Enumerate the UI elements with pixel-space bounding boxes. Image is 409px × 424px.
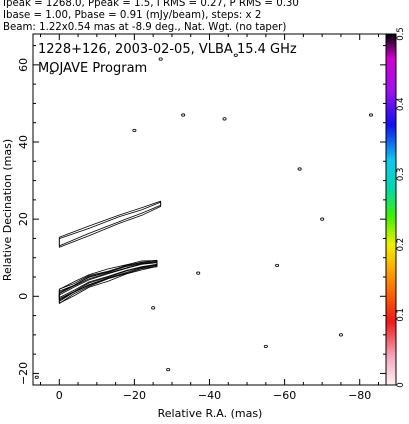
x-tick-label: −20	[123, 389, 146, 402]
jet-contour	[58, 201, 162, 247]
noise-contour	[368, 113, 373, 117]
jet-contour	[58, 262, 158, 298]
x-tick-label: −60	[273, 389, 296, 402]
noise-contour	[297, 167, 302, 171]
colorbar-tick-label: 0.1	[396, 308, 406, 322]
y-axis-label: Relative Decination (mas)	[1, 139, 14, 281]
contour-lines	[34, 53, 373, 379]
x-tick-label: 0	[56, 389, 63, 402]
chart-title: 1228+126, 2003-02-05, VLBA 15.4 GHz	[38, 42, 297, 57]
noise-contour	[158, 57, 163, 61]
header-line-1: Ipeak = 1268.0, Ppeak = 1.5, I RMS = 0.2…	[3, 0, 299, 9]
chart-subtitle: MOJAVE Program	[38, 61, 147, 76]
noise-contour	[320, 217, 325, 221]
noise-contour	[233, 53, 238, 57]
noise-contour	[263, 344, 268, 349]
y-tick-label: 0	[17, 293, 30, 300]
noise-contour	[222, 117, 227, 121]
plot-frame	[32, 33, 387, 386]
noise-contour	[196, 271, 201, 275]
y-tick-labels: −20 0 20 40 60	[17, 58, 30, 385]
header-line-2: Ibase = 1.00, Pbase = 0.91 (mJy/beam), s…	[3, 10, 262, 21]
y-tick-label: 40	[17, 135, 30, 149]
jet-contour	[58, 261, 158, 300]
x-tick-label: −80	[348, 389, 371, 402]
x-axis-label: Relative R.A. (mas)	[158, 407, 263, 420]
noise-contour	[132, 128, 137, 133]
colorbar-tick-label: 0.3	[396, 168, 406, 182]
noise-contour	[49, 70, 54, 75]
colorbar-tick-label: 0	[396, 382, 406, 387]
colorbar-tick-label: 0.4	[396, 97, 406, 111]
noise-contour	[275, 263, 280, 268]
jet-contour	[58, 200, 162, 248]
noise-contour	[34, 375, 39, 379]
noise-contour	[151, 306, 156, 310]
colorbar-labels: 0 0.1 0.2 0.3 0.4 0.5	[396, 27, 406, 387]
noise-contour	[181, 113, 186, 117]
noise-contour	[166, 367, 171, 372]
x-tick-labels: 0 −20 −40 −60 −80	[56, 389, 372, 402]
colorbar-tick-label: 0.5	[396, 27, 406, 41]
colorbar	[385, 33, 397, 386]
y-tick-label: −20	[17, 362, 30, 385]
jet-contour	[58, 261, 158, 301]
header-line-3: Beam: 1.22x0.54 mas at -8.9 deg., Nat. W…	[3, 22, 287, 33]
y-tick-label: 60	[17, 58, 30, 72]
noise-contour	[338, 333, 343, 337]
colorbar-tick-label: 0.2	[396, 238, 406, 252]
x-tick-label: −40	[198, 389, 221, 402]
y-tick-label: 20	[17, 212, 30, 226]
